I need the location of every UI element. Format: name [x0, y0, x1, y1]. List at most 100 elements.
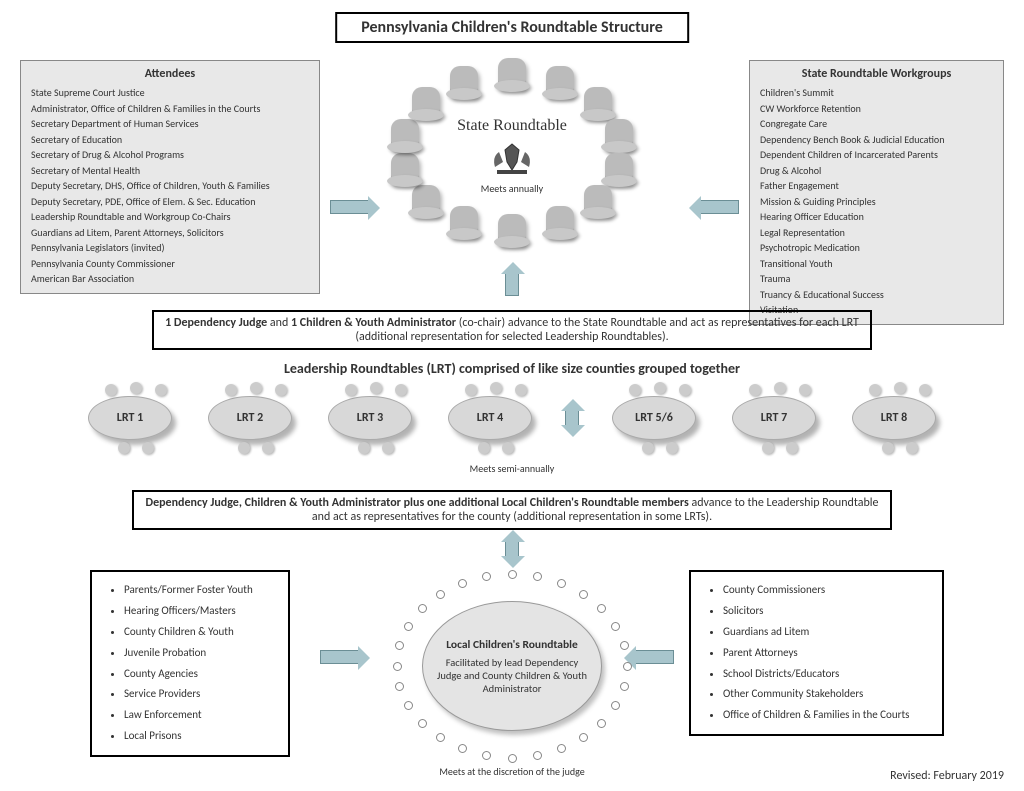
local-meets-label: Meets at the discretion of the judge — [439, 765, 584, 778]
attendees-header: Attendees — [31, 67, 309, 81]
chair-icon — [906, 442, 918, 454]
chair-icon — [679, 384, 691, 396]
list-item: Other Community Stakeholders — [723, 684, 930, 705]
chair-icon — [584, 185, 612, 217]
lrt-table: LRT 3 — [325, 384, 415, 452]
list-item: Parents/Former Foster Youth — [124, 580, 276, 601]
list-item: Congregate Care — [760, 116, 993, 132]
list-item: Dependency Bench Book & Judicial Educati… — [760, 132, 993, 148]
list-item: Mission & Guiding Principles — [760, 194, 993, 210]
chair-icon — [605, 153, 633, 185]
chair-icon — [629, 384, 641, 396]
band2-text: Dependency Judge, Children & Youth Admin… — [132, 490, 892, 530]
list-item: Truancy & Educational Success — [760, 287, 993, 303]
list-item: Solicitors — [723, 601, 930, 622]
lrt-label: LRT 1 — [88, 396, 172, 440]
dot-icon — [482, 572, 491, 581]
dot-icon — [418, 719, 427, 728]
list-item: State Supreme Court Justice — [31, 85, 309, 101]
chair-icon — [894, 382, 906, 394]
lrt-table: LRT 1 — [85, 384, 175, 452]
arrow-icon — [699, 200, 739, 214]
chair-icon — [238, 442, 250, 454]
state-meets-label: Meets annually — [481, 182, 543, 195]
list-item: Deputy Secretary, PDE, Office of Elem. &… — [31, 194, 309, 210]
local-subtitle: Facilitated by lead Dependency Judge and… — [433, 656, 591, 695]
dot-icon — [533, 572, 542, 581]
dot-icon — [395, 641, 404, 650]
list-item: Office of Children & Families in the Cou… — [723, 705, 930, 726]
list-item: Pennsylvania Legislators (invited) — [31, 240, 309, 256]
dot-icon — [458, 579, 467, 588]
chair-icon — [642, 442, 654, 454]
chair-icon — [786, 442, 798, 454]
dot-icon — [579, 590, 588, 599]
dot-icon — [557, 579, 566, 588]
chair-icon — [142, 442, 154, 454]
chair-icon — [465, 384, 477, 396]
chair-icon — [774, 382, 786, 394]
page-title: Pennsylvania Children's Roundtable Struc… — [335, 12, 689, 43]
arrow-icon — [634, 650, 674, 664]
chair-icon — [412, 87, 440, 119]
chair-icon — [130, 382, 142, 394]
chair-icon — [584, 87, 612, 119]
state-roundtable: State Roundtable Meets annually — [387, 62, 637, 247]
list-item: Secretary of Education — [31, 132, 309, 148]
chair-icon — [546, 66, 574, 98]
chair-icon — [666, 442, 678, 454]
dot-icon — [458, 744, 467, 753]
list-item: Pennsylvania County Commissioner — [31, 256, 309, 272]
chair-icon — [869, 384, 881, 396]
list-item: Juvenile Probation — [124, 643, 276, 664]
dot-icon — [404, 701, 413, 710]
dot-icon — [508, 570, 517, 579]
chair-icon — [654, 382, 666, 394]
lrt-heading: Leadership Roundtables (LRT) comprised o… — [284, 360, 740, 377]
dot-icon — [436, 590, 445, 599]
dot-icon — [557, 744, 566, 753]
workgroups-header: State Roundtable Workgroups — [760, 67, 993, 81]
chair-icon — [395, 384, 407, 396]
list-item: Secretary of Drug & Alcohol Programs — [31, 147, 309, 163]
list-item: Trauma — [760, 271, 993, 287]
arrow-icon — [505, 272, 519, 296]
list-item: County Children & Youth — [124, 622, 276, 643]
lrt-label: LRT 8 — [852, 396, 936, 440]
lrt-table: LRT 2 — [205, 384, 295, 452]
arrow-icon — [330, 200, 370, 214]
list-item: County Commissioners — [723, 580, 930, 601]
local-oval: Local Children's Roundtable Facilitated … — [422, 601, 602, 731]
arrow-icon — [565, 409, 579, 427]
chair-icon — [412, 185, 440, 217]
lrt-label: LRT 4 — [448, 396, 532, 440]
list-item: Guardians ad Litem, Parent Attorneys, So… — [31, 225, 309, 241]
list-item: Secretary of Mental Health — [31, 163, 309, 179]
dot-icon — [533, 751, 542, 760]
list-item: Parent Attorneys — [723, 643, 930, 664]
chair-icon — [490, 382, 502, 394]
list-item: CW Workforce Retention — [760, 101, 993, 117]
lrt-table: LRT 5/6 — [609, 384, 699, 452]
list-item: Hearing Officers/Masters — [124, 601, 276, 622]
local-title: Local Children's Roundtable — [446, 638, 578, 652]
chair-icon — [515, 384, 527, 396]
list-item: Hearing Officer Education — [760, 209, 993, 225]
list-item: County Agencies — [124, 664, 276, 685]
lrt-meets-label: Meets semi-annually — [470, 462, 555, 475]
list-item: Local Prisons — [124, 726, 276, 747]
chair-icon — [391, 153, 419, 185]
lrt-row: LRT 1LRT 2LRT 3LRT 4LRT 5/6LRT 7LRT 8 — [0, 384, 1024, 452]
list-item: Leadership Roundtable and Workgroup Co-C… — [31, 209, 309, 225]
dot-icon — [611, 701, 620, 710]
chair-icon — [382, 442, 394, 454]
lrt-label: LRT 2 — [208, 396, 292, 440]
chair-icon — [118, 442, 130, 454]
dot-icon — [597, 604, 606, 613]
crest-icon — [487, 142, 537, 177]
list-item: Legal Representation — [760, 225, 993, 241]
chair-icon — [498, 214, 526, 246]
arrow-icon — [320, 650, 360, 664]
chair-icon — [749, 384, 761, 396]
chair-icon — [345, 384, 357, 396]
